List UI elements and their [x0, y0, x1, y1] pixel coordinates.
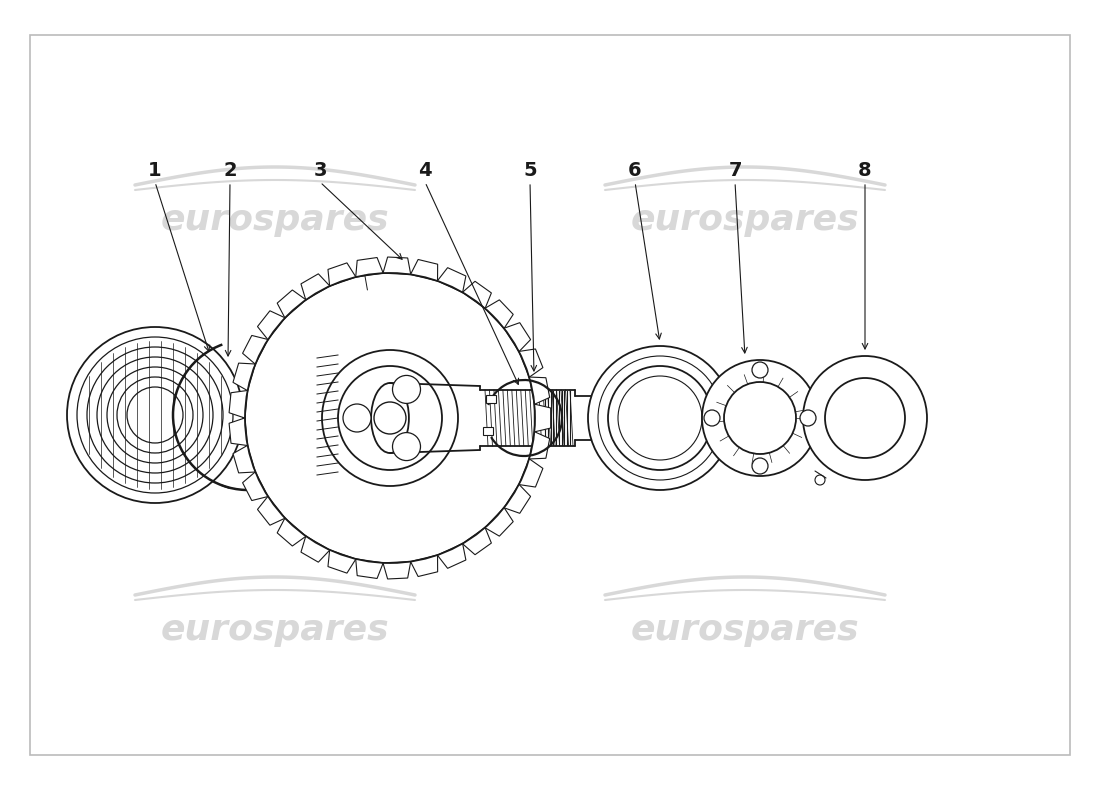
- Polygon shape: [535, 404, 551, 432]
- Polygon shape: [243, 472, 268, 501]
- Polygon shape: [257, 310, 285, 340]
- Circle shape: [704, 410, 720, 426]
- Polygon shape: [301, 274, 330, 300]
- Text: 1: 1: [148, 161, 162, 179]
- Polygon shape: [229, 390, 248, 418]
- Polygon shape: [355, 258, 383, 277]
- Bar: [483, 427, 493, 435]
- Text: eurospares: eurospares: [630, 203, 859, 237]
- Polygon shape: [438, 268, 466, 293]
- Polygon shape: [257, 496, 285, 526]
- Circle shape: [800, 410, 816, 426]
- Polygon shape: [243, 335, 268, 364]
- Text: 4: 4: [418, 161, 432, 179]
- Polygon shape: [410, 259, 438, 281]
- Polygon shape: [229, 418, 248, 446]
- Bar: [486, 395, 496, 403]
- Polygon shape: [529, 432, 550, 459]
- Circle shape: [393, 375, 420, 403]
- Polygon shape: [462, 527, 492, 554]
- Polygon shape: [504, 322, 530, 352]
- Polygon shape: [529, 377, 550, 404]
- Polygon shape: [328, 550, 356, 573]
- Text: eurospares: eurospares: [630, 613, 859, 647]
- Text: 8: 8: [858, 161, 872, 179]
- Polygon shape: [233, 446, 255, 473]
- Circle shape: [702, 360, 818, 476]
- Circle shape: [752, 458, 768, 474]
- Text: 6: 6: [628, 161, 641, 179]
- Polygon shape: [485, 300, 514, 329]
- Polygon shape: [383, 562, 410, 579]
- Polygon shape: [485, 507, 514, 536]
- Polygon shape: [383, 257, 410, 274]
- Text: eurospares: eurospares: [161, 613, 389, 647]
- Circle shape: [393, 433, 420, 461]
- Polygon shape: [504, 484, 530, 514]
- Text: eurospares: eurospares: [161, 203, 389, 237]
- Polygon shape: [438, 543, 466, 568]
- Polygon shape: [519, 349, 543, 378]
- Polygon shape: [233, 363, 255, 390]
- Ellipse shape: [371, 383, 409, 453]
- Circle shape: [245, 273, 535, 563]
- Text: 7: 7: [728, 161, 741, 179]
- Circle shape: [752, 362, 768, 378]
- Polygon shape: [328, 263, 356, 286]
- Polygon shape: [301, 536, 330, 562]
- Polygon shape: [519, 458, 543, 487]
- Circle shape: [588, 346, 732, 490]
- Circle shape: [343, 404, 371, 432]
- Text: 2: 2: [223, 161, 236, 179]
- Polygon shape: [410, 555, 438, 577]
- Ellipse shape: [617, 396, 643, 440]
- Text: 3: 3: [314, 161, 327, 179]
- Polygon shape: [462, 282, 492, 309]
- Polygon shape: [277, 518, 306, 546]
- Polygon shape: [277, 290, 306, 318]
- Circle shape: [803, 356, 927, 480]
- Polygon shape: [355, 559, 383, 578]
- Text: 5: 5: [524, 161, 537, 179]
